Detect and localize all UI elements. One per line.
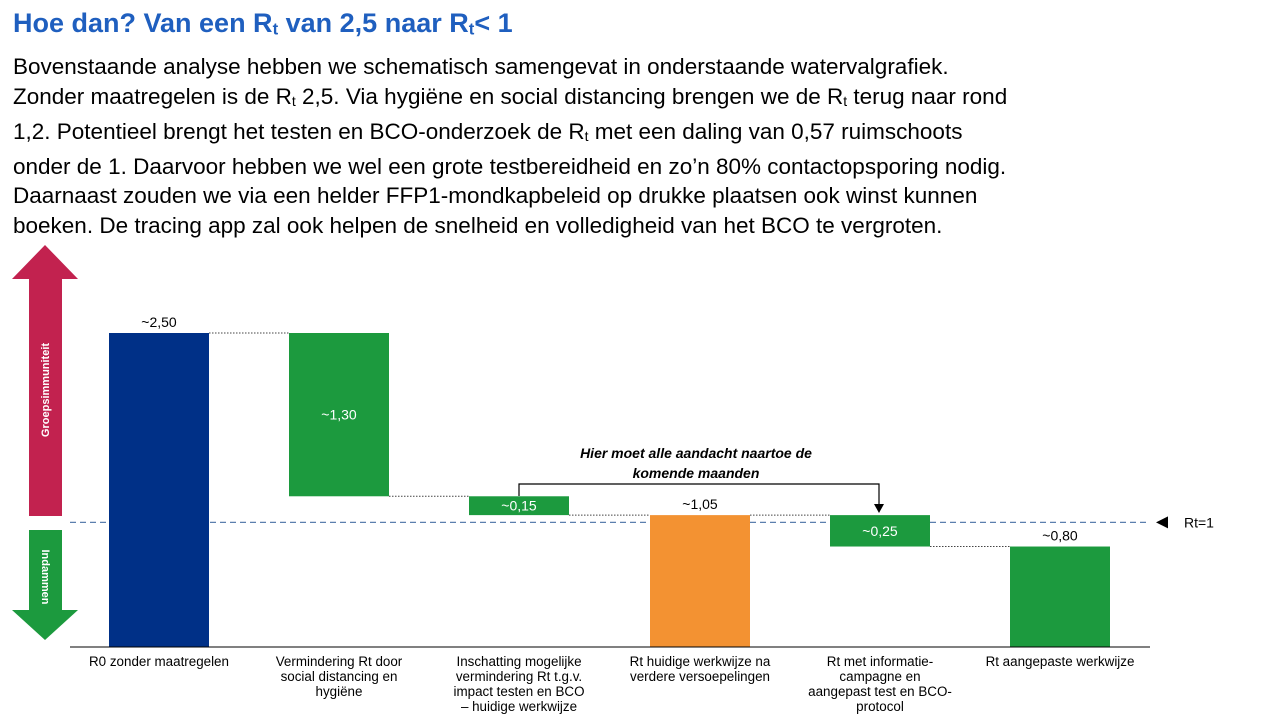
- category-label: Rt aangepaste werkwijze: [985, 654, 1135, 669]
- reference-line-label: Rt=1: [1184, 514, 1214, 530]
- bar: [289, 333, 389, 497]
- indammen-label: Indammen: [39, 549, 51, 604]
- page-title: Hoe dan? Van een Rt van 2,5 naar Rt< 1: [13, 8, 513, 39]
- category-label: Rt met informatie-campagne en aangepast t…: [808, 654, 952, 714]
- bar: [109, 333, 209, 647]
- bar-value-label: ~1,30: [321, 407, 357, 423]
- category-label: R0 zonder maatregelen: [89, 654, 229, 669]
- annotation-bracket: [518, 483, 880, 504]
- bar-value-label: ~0,25: [862, 523, 898, 539]
- groepsimmuniteit-arrow: [12, 245, 78, 516]
- bar: [1010, 546, 1110, 647]
- paragraph-line: Daarnaast zouden we via een helder FFP1-…: [13, 183, 978, 209]
- paragraph-line: Bovenstaande analyse hebben we schematis…: [13, 54, 949, 79]
- waterfall-chart: Groepsimmuniteit Indammen Rt=1 ~2,50 ~1,30 ~0…: [12, 245, 1214, 648]
- paragraph-line: Zonder maatregelen is de Rt 2,5. Via hyg…: [13, 83, 1008, 109]
- annotation-text: Hier moet alle aandacht naartoe de: [580, 445, 812, 461]
- bar-value-label: ~1,05: [682, 496, 718, 512]
- bar: [469, 496, 569, 516]
- category-label: Vermindering Rt door social distancing en…: [275, 654, 403, 699]
- bar-value-label: ~2,50: [141, 314, 177, 330]
- bar-value-label: ~0,15: [501, 498, 537, 514]
- bar: [830, 515, 930, 547]
- reference-marker-icon: [1156, 516, 1168, 529]
- annotation-text: komende maanden: [633, 465, 760, 481]
- intro-paragraph: Bovenstaande analyse hebben we schematis…: [13, 52, 1193, 241]
- annotation-arrow-icon: [874, 504, 884, 513]
- bar-value-label: ~0,80: [1042, 528, 1078, 544]
- paragraph-line: 1,2. Potentieel brengt het testen en BCO…: [13, 118, 963, 144]
- category-label: Rt huidige werkwijze na verdere versoepel…: [629, 654, 771, 684]
- indammen-arrow: [12, 530, 78, 640]
- groepsimmuniteit-label: Groepsimmuniteit: [40, 343, 52, 437]
- paragraph-line: boeken. De tracing app zal ook helpen de…: [13, 213, 943, 239]
- category-label: Inschatting mogelijke vermindering Rt t.g…: [453, 654, 585, 714]
- paragraph-line: onder de 1. Daarvoor hebben we wel een g…: [13, 153, 1007, 179]
- bar: [650, 515, 750, 647]
